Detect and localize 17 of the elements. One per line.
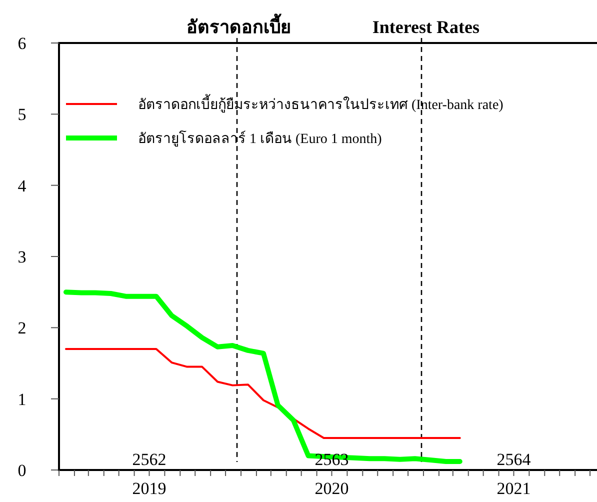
x-tick-label: 2021 xyxy=(496,479,531,498)
y-tick-label: 2 xyxy=(18,318,26,338)
y-tick-label: 1 xyxy=(18,390,26,409)
y-tick-label: 5 xyxy=(18,105,26,124)
legend-label: อัตราดอกเบี้ยกู้ยืมระหว่างธนาคารในประเทศ (Inter-bank rate) xyxy=(138,94,504,113)
line-series xyxy=(64,348,461,439)
y-tick-label: 0 xyxy=(18,460,26,480)
x-tick-label: 2019 xyxy=(132,479,166,498)
legend-label: อัตรายูโรดอลลาร์ 1 เดือน (Euro 1 month) xyxy=(138,130,382,147)
y-tick-label: 4 xyxy=(18,176,27,196)
y-tick-label: 3 xyxy=(18,247,26,266)
y-tick-label: 6 xyxy=(18,34,26,53)
chart-title: อัตราดอกเบี้ย xyxy=(186,13,292,37)
x-tick-label: 2020 xyxy=(314,479,349,498)
x2-tick-label: 2562 xyxy=(132,450,166,469)
chart-subtitle: Interest Rates xyxy=(372,17,480,37)
x2-tick-label: 2564 xyxy=(496,450,532,469)
